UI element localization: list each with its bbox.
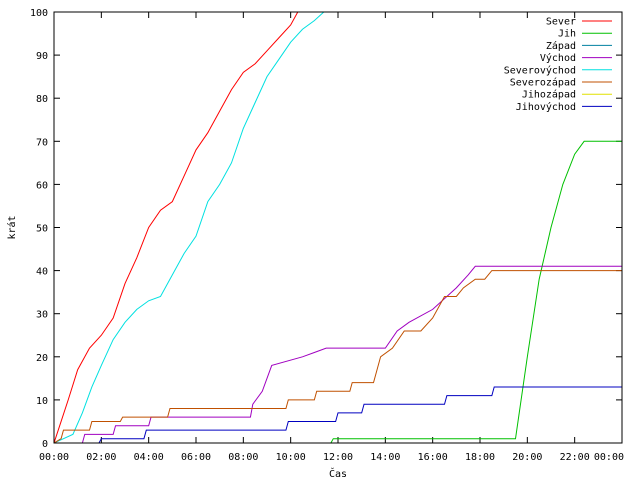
legend-label: Severozápad bbox=[510, 77, 576, 89]
y-tick-label: 50 bbox=[36, 224, 48, 235]
series-line-5 bbox=[54, 12, 325, 443]
x-tick-label: 18:00 bbox=[465, 452, 495, 463]
y-tick-label: 20 bbox=[36, 353, 48, 364]
x-tick-label: 04:00 bbox=[134, 452, 164, 463]
legend-label: Jihovýchod bbox=[516, 101, 576, 113]
y-tick-label: 40 bbox=[36, 267, 48, 278]
y-tick-label: 100 bbox=[30, 8, 48, 19]
x-tick-label: 08:00 bbox=[228, 452, 258, 463]
x-tick-label: 20:00 bbox=[512, 452, 542, 463]
series-line-1 bbox=[54, 12, 299, 443]
series-line-2 bbox=[54, 140, 622, 443]
x-tick-label: 10:00 bbox=[276, 452, 306, 463]
y-axis-label: krát bbox=[6, 215, 18, 239]
x-tick-label: 00:00 bbox=[39, 452, 69, 463]
y-tick-label: 80 bbox=[36, 94, 48, 105]
x-tick-label: 14:00 bbox=[370, 452, 400, 463]
x-tick-label: 02:00 bbox=[86, 452, 116, 463]
x-tick-label: 06:00 bbox=[181, 452, 211, 463]
legend-label: Severovýchod bbox=[504, 64, 576, 76]
tick-labels: 0 10 20 30 40 50 60 70 80 90 100 00:00 02:00 04:00 06:… bbox=[30, 8, 624, 463]
series-line-4 bbox=[54, 265, 622, 443]
x-tick-label: 12:00 bbox=[323, 452, 353, 463]
series-line-8 bbox=[54, 386, 622, 443]
series-line-6 bbox=[54, 270, 622, 443]
y-tick-label: 10 bbox=[36, 396, 48, 407]
legend-label: Východ bbox=[540, 52, 576, 64]
y-tick-label: 0 bbox=[42, 439, 48, 450]
x-axis-label: Čas bbox=[329, 467, 347, 480]
y-tick-label: 70 bbox=[36, 137, 48, 148]
y-tick-label: 90 bbox=[36, 51, 48, 62]
x-tick-label: 22:00 bbox=[560, 452, 590, 463]
x-tick-label: 00:00 bbox=[594, 452, 624, 463]
y-tick-label: 60 bbox=[36, 180, 48, 191]
legend: SeverJihZápadVýchodSeverovýchodSeverozáp… bbox=[504, 17, 612, 113]
legend-label: Západ bbox=[546, 40, 576, 52]
series-lines bbox=[54, 12, 622, 443]
plot-frame bbox=[53, 11, 623, 444]
y-tick-label: 30 bbox=[36, 310, 48, 321]
x-tick-label: 16:00 bbox=[418, 452, 448, 463]
legend-label: Jihozápad bbox=[522, 89, 576, 101]
legend-label: Jih bbox=[558, 29, 576, 40]
legend-label: Sever bbox=[546, 17, 576, 28]
